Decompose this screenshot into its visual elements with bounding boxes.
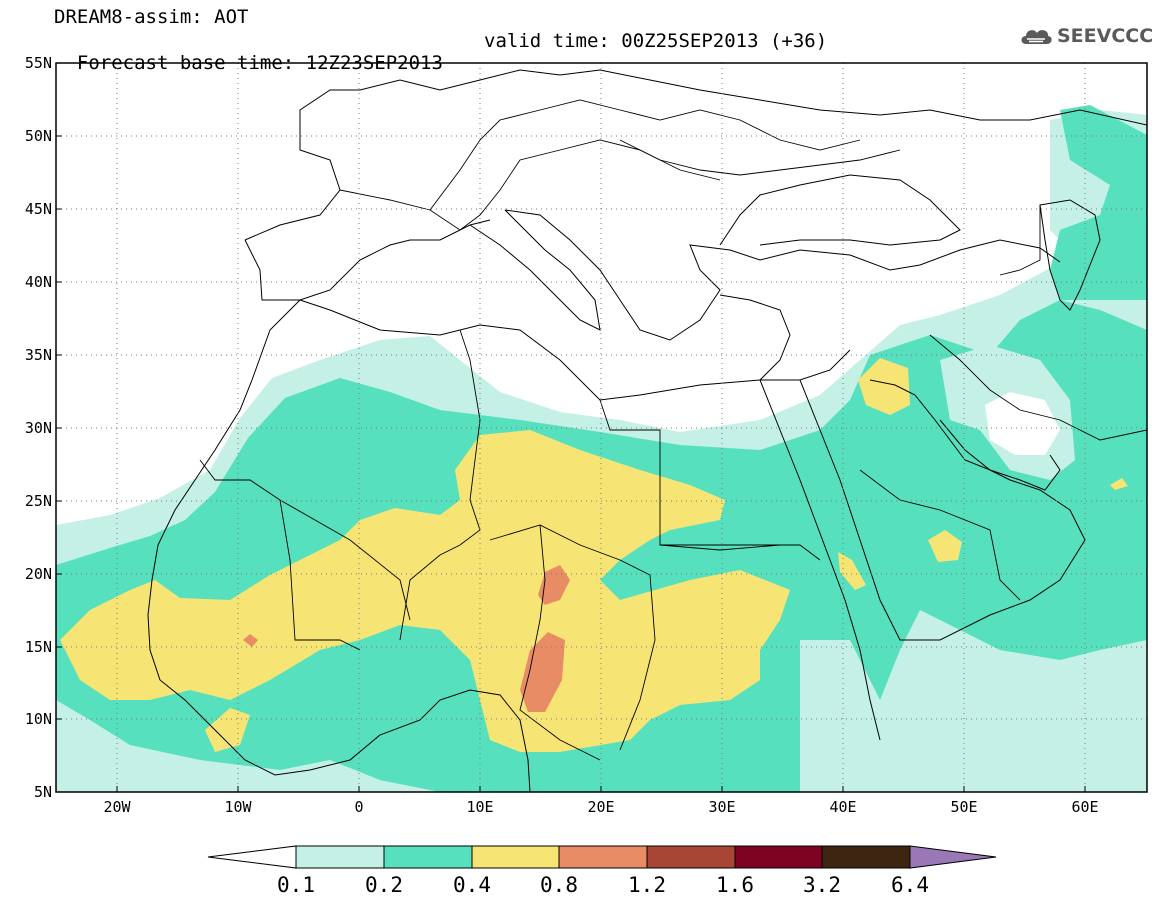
border-ukraine	[619, 139, 901, 176]
aot-band-0.4-arabia	[928, 530, 962, 562]
border-kaz	[999, 205, 1041, 276]
colorbar	[207, 845, 997, 869]
lat-label: 40N	[25, 273, 52, 291]
colorbar-label: 0.1	[277, 873, 315, 897]
logo-text: SEEVCCC	[1057, 25, 1154, 47]
aot-band-0.8-west	[243, 634, 258, 647]
aot-band-0.4-east	[858, 358, 910, 415]
colorbar-label: 3.2	[803, 873, 841, 897]
coast-arabia	[799, 379, 1086, 641]
colorbar-label: 1.2	[628, 873, 666, 897]
lat-label: 10N	[25, 710, 52, 728]
aot-band-0.4	[60, 430, 790, 752]
coast-italy	[469, 209, 601, 331]
coast-balkans	[504, 209, 1061, 341]
coastlines	[147, 69, 1147, 792]
lat-label: 50N	[25, 127, 52, 145]
coast-africa-west	[147, 299, 531, 792]
axis-ticks	[56, 62, 1086, 792]
coast-blacksea	[719, 174, 961, 246]
cloud-icon	[1021, 30, 1052, 44]
border-europe-1	[339, 139, 721, 231]
border-arabia	[859, 469, 1021, 601]
aot-band-0.8-caspian	[1110, 478, 1128, 490]
colorbar-swatch	[383, 845, 473, 869]
border-chad	[519, 524, 601, 761]
valid-time: valid time: 00Z25SEP2013 (+36)	[484, 30, 828, 52]
lon-label: 10E	[466, 798, 493, 816]
coast-redsea-west	[759, 379, 881, 741]
aot-band-0.4-redsea	[838, 552, 866, 590]
border-europe-2	[429, 99, 861, 211]
colorbar-swatch	[295, 845, 385, 869]
colorbar-swatch	[646, 845, 736, 869]
lon-label: 50E	[950, 798, 977, 816]
border-sahara-5	[599, 399, 800, 546]
lon-labels: 20W 10W 0 10E 20E 30E 40E 50E 60E	[103, 798, 1098, 816]
lat-label: 20N	[25, 565, 52, 583]
colorbar-labels: 0.1 0.2 0.4 0.8 1.2 1.6 3.2 6.4	[277, 873, 929, 897]
colorbar-swatch	[734, 845, 823, 869]
aot-contours	[56, 105, 1147, 792]
lat-label: 15N	[25, 638, 52, 656]
aot-band-0.8-north	[538, 565, 570, 605]
colorbar-swatch-below	[207, 845, 297, 869]
colorbar-swatch-above	[909, 845, 997, 869]
coast-med-south	[299, 299, 851, 401]
border-sahara-2	[199, 459, 411, 621]
aot-band-0.2-ne	[1050, 105, 1147, 300]
map-title: DREAM8-assim: AOT	[54, 6, 249, 28]
seevccc-logo: SEEVCCC	[1018, 24, 1153, 48]
colorbar-label: 1.6	[716, 873, 754, 897]
lat-label: 55N	[25, 54, 52, 72]
lon-label: 40E	[829, 798, 856, 816]
lon-label: 0	[354, 798, 363, 816]
gridlines	[56, 63, 1147, 792]
border-sahara-1	[279, 499, 361, 651]
colorbar-swatch	[558, 845, 648, 869]
aot-band-0.1-south	[800, 640, 1000, 792]
lat-label: 25N	[25, 492, 52, 510]
coast-iberia	[244, 219, 491, 301]
lat-label: 5N	[34, 783, 52, 801]
aot-band-0.8	[520, 632, 565, 712]
lon-label: 20W	[103, 798, 131, 816]
lon-label: 60E	[1071, 798, 1098, 816]
lon-label: 10W	[224, 798, 252, 816]
lat-label: 35N	[25, 346, 52, 364]
coast-levant	[719, 294, 791, 381]
lat-label: 45N	[25, 200, 52, 218]
colorbar-label: 0.8	[540, 873, 578, 897]
lat-label: 30N	[25, 419, 52, 437]
colorbar-label: 0.2	[365, 873, 403, 897]
coast-caspian	[1039, 199, 1101, 311]
borders	[199, 99, 1147, 761]
border-sudan	[659, 544, 821, 561]
coast-europe	[244, 69, 1147, 241]
colorbar-label: 0.4	[453, 873, 491, 897]
coast-persian-gulf	[939, 419, 1061, 491]
colorbar-swatch	[821, 845, 911, 869]
colorbar-swatch	[471, 845, 560, 869]
aot-white-arabia	[985, 392, 1060, 455]
aot-band-0.4-gulf	[205, 708, 250, 752]
colorbar-label: 6.4	[891, 873, 929, 897]
lon-label: 20E	[587, 798, 614, 816]
border-sahara-3	[399, 329, 481, 641]
border-iran	[929, 334, 1147, 441]
lon-label: 30E	[708, 798, 735, 816]
border-sahara-4	[489, 524, 656, 751]
lat-labels: 55N 50N 45N 40N 35N 30N 25N 20N 15N 10N …	[25, 54, 52, 801]
